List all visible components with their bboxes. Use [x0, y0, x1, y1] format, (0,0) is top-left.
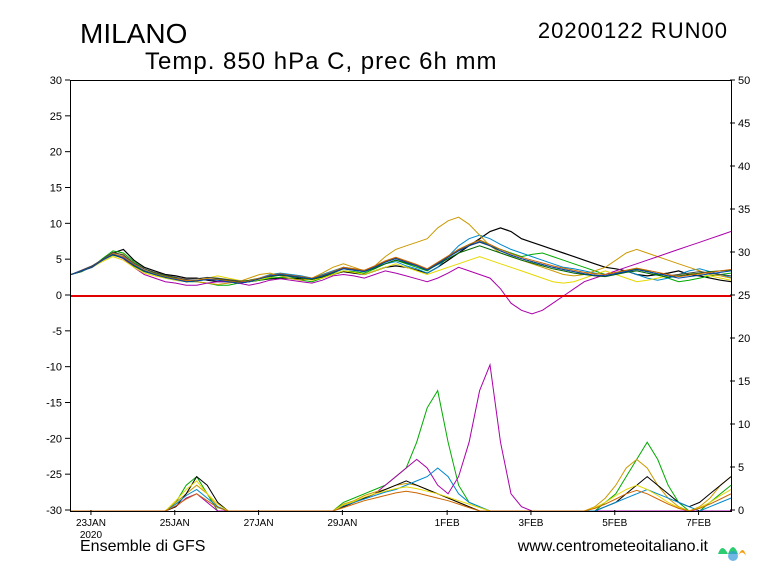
svg-text:20: 20: [50, 147, 62, 159]
svg-text:10: 10: [738, 419, 750, 431]
footer-url: www.centrometeoitaliano.it: [518, 538, 708, 556]
svg-text:35: 35: [738, 204, 750, 216]
plot-area: [70, 80, 732, 512]
svg-text:27JAN: 27JAN: [244, 518, 274, 529]
svg-text:-30: -30: [46, 505, 62, 517]
svg-text:29JAN: 29JAN: [327, 518, 357, 529]
svg-text:25: 25: [50, 111, 62, 123]
svg-text:1FEB: 1FEB: [435, 518, 460, 529]
svg-text:30: 30: [50, 75, 62, 87]
svg-text:15: 15: [50, 183, 62, 195]
svg-text:25: 25: [738, 290, 750, 302]
svg-text:-5: -5: [52, 326, 62, 338]
svg-text:20: 20: [738, 333, 750, 345]
svg-text:3FEB: 3FEB: [518, 518, 543, 529]
svg-text:30: 30: [738, 247, 750, 259]
run-label: 20200122 RUN00: [538, 18, 728, 44]
svg-text:0: 0: [56, 290, 62, 302]
svg-text:-15: -15: [46, 398, 62, 410]
svg-text:15: 15: [738, 376, 750, 388]
svg-text:5: 5: [738, 462, 744, 474]
svg-text:50: 50: [738, 75, 750, 87]
footer-source: Ensemble di GFS: [80, 538, 205, 556]
svg-text:-20: -20: [46, 433, 62, 445]
subtitle: Temp. 850 hPa C, prec 6h mm: [145, 48, 497, 76]
plot-svg: [71, 81, 731, 511]
svg-text:10: 10: [50, 218, 62, 230]
svg-text:45: 45: [738, 118, 750, 130]
svg-text:5: 5: [56, 254, 62, 266]
svg-text:23JAN: 23JAN: [76, 518, 106, 529]
svg-text:0: 0: [738, 505, 744, 517]
location-title: MILANO: [80, 18, 187, 50]
site-logo-icon: [716, 534, 750, 562]
svg-text:-10: -10: [46, 362, 62, 374]
svg-text:25JAN: 25JAN: [160, 518, 190, 529]
svg-text:7FEB: 7FEB: [686, 518, 711, 529]
chart-container: MILANO 20200122 RUN00 Temp. 850 hPa C, p…: [0, 0, 768, 576]
svg-text:5FEB: 5FEB: [602, 518, 627, 529]
svg-text:40: 40: [738, 161, 750, 173]
svg-text:-25: -25: [46, 469, 62, 481]
